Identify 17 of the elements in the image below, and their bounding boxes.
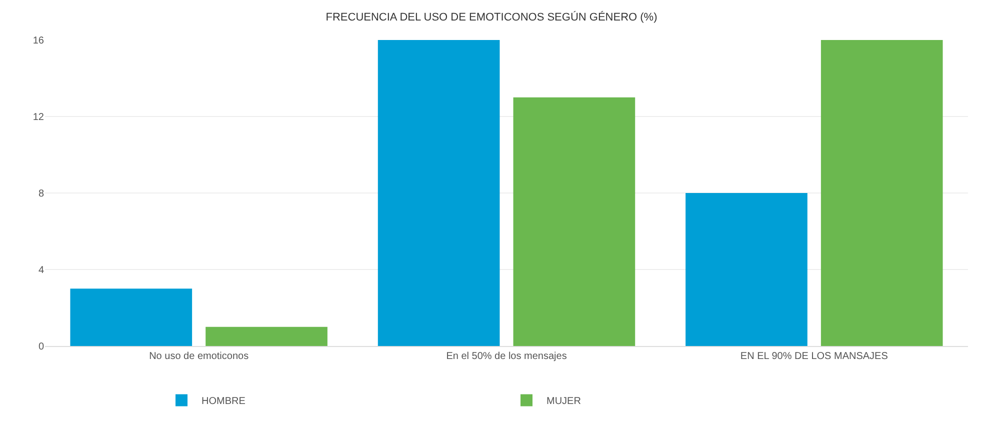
bar <box>206 326 328 346</box>
bar <box>686 193 808 346</box>
y-tick-label: 4 <box>38 265 44 276</box>
y-tick-label: 0 <box>38 342 44 352</box>
y-tick-label: 8 <box>38 188 44 200</box>
x-tick-label: En el 50% de los mensajes <box>446 351 567 362</box>
legend-label: HOMBRE <box>202 396 246 408</box>
bar <box>70 288 192 346</box>
x-tick-label: No uso de emoticonos <box>149 351 249 362</box>
x-tick-label: EN EL 90% DE LOS MANSAJES <box>740 351 888 362</box>
legend-label: MUJER <box>546 396 581 408</box>
y-tick-label: 16 <box>32 36 44 46</box>
bar <box>513 97 636 346</box>
bar <box>378 40 500 346</box>
bar <box>820 40 943 346</box>
chart-title: FRECUENCIA DEL USO DE EMOTICONOS SEGÚN GÉNERO (%) <box>326 10 658 24</box>
y-tick-label: 12 <box>32 112 44 123</box>
